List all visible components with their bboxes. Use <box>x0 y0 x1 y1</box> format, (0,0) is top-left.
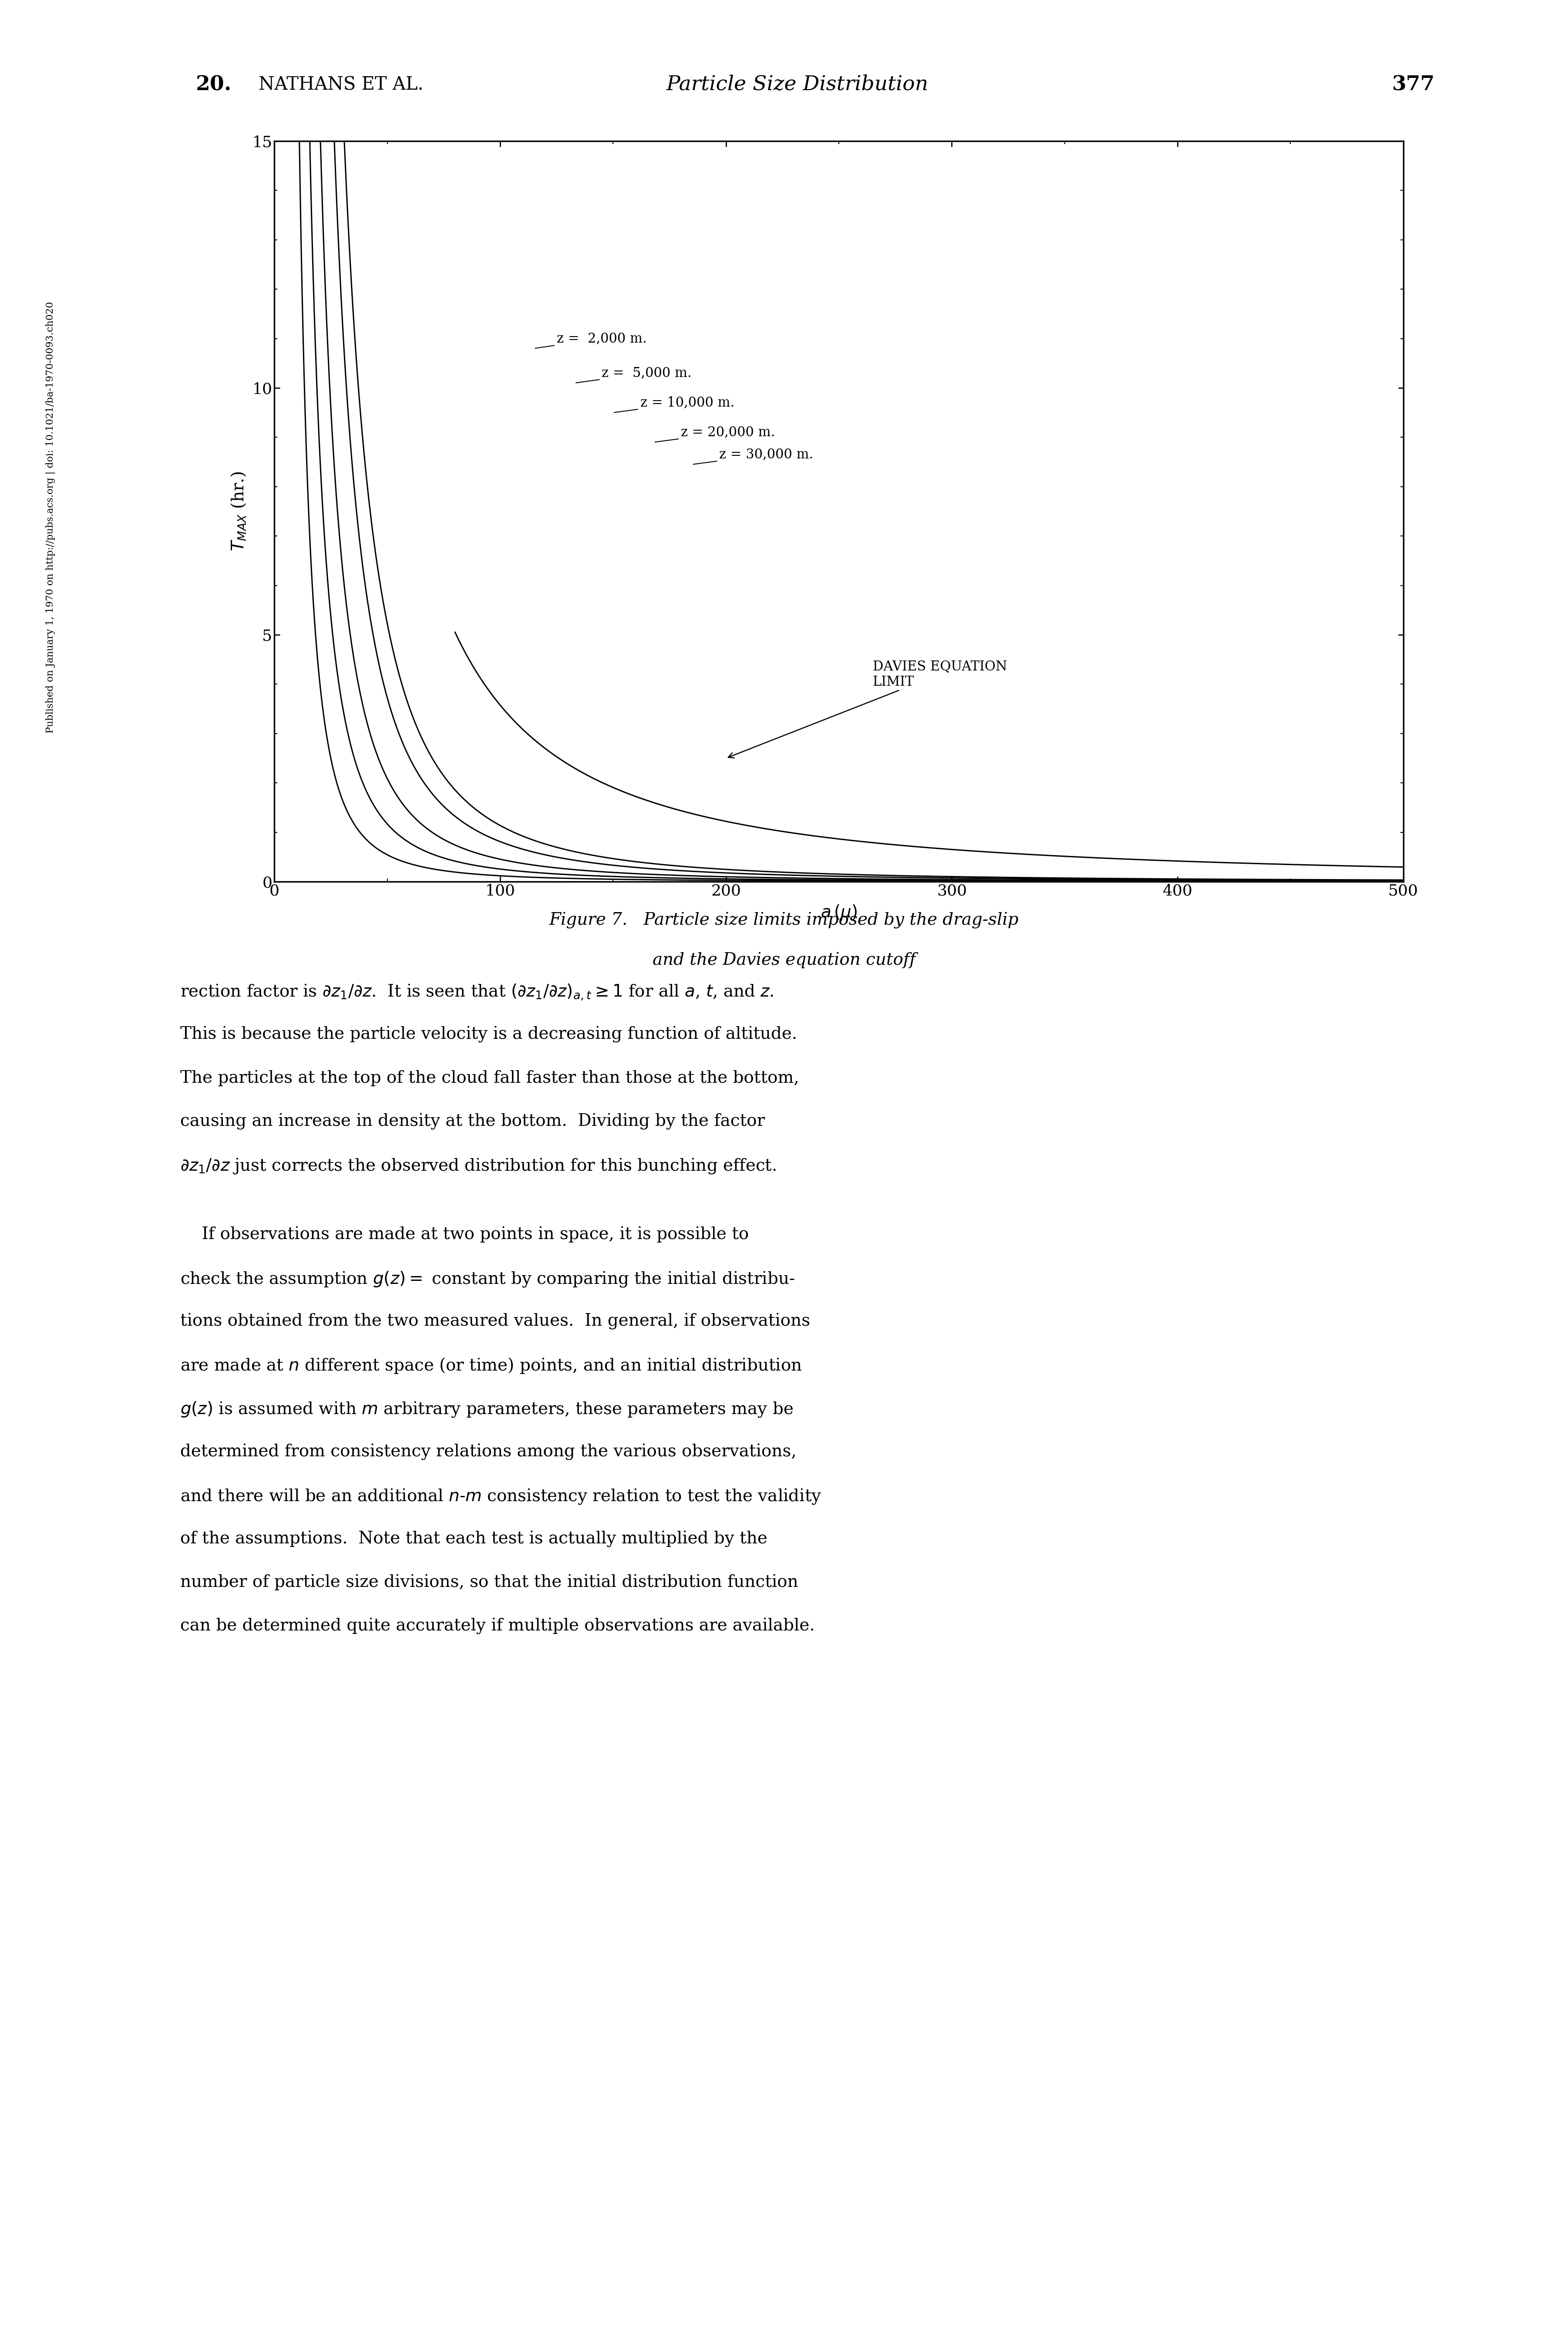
Text: $g(z)$ is assumed with $m$ arbitrary parameters, these parameters may be: $g(z)$ is assumed with $m$ arbitrary par… <box>180 1401 793 1418</box>
Text: This is because the particle velocity is a decreasing function of altitude.: This is because the particle velocity is… <box>180 1025 797 1044</box>
Text: determined from consistency relations among the various observations,: determined from consistency relations am… <box>180 1444 797 1460</box>
Text: 377: 377 <box>1392 75 1435 94</box>
Text: rection factor is $\partial z_1/\partial z$.  It is seen that $(\partial z_1/\pa: rection factor is $\partial z_1/\partial… <box>180 983 775 1002</box>
Text: DAVIES EQUATION
LIMIT: DAVIES EQUATION LIMIT <box>728 661 1007 757</box>
Text: check the assumption $g(z) =$ constant by comparing the initial distribu-: check the assumption $g(z) =$ constant b… <box>180 1270 795 1288</box>
Text: can be determined quite accurately if multiple observations are available.: can be determined quite accurately if mu… <box>180 1617 815 1634</box>
Text: z =  5,000 m.: z = 5,000 m. <box>575 367 691 383</box>
Text: Figure 7.   Particle size limits imposed by the drag-slip: Figure 7. Particle size limits imposed b… <box>549 912 1019 929</box>
Text: The particles at the top of the cloud fall faster than those at the bottom,: The particles at the top of the cloud fa… <box>180 1070 800 1086</box>
Text: of the assumptions.  Note that each test is actually multiplied by the: of the assumptions. Note that each test … <box>180 1531 767 1547</box>
Text: are made at $n$ different space (or time) points, and an initial distribution: are made at $n$ different space (or time… <box>180 1357 803 1375</box>
Text: $\partial z_1/\partial z$ just corrects the observed distribution for this bunch: $\partial z_1/\partial z$ just corrects … <box>180 1157 776 1176</box>
Text: If observations are made at two points in space, it is possible to: If observations are made at two points i… <box>180 1227 750 1244</box>
Y-axis label: $T_{MAX}$ (hr.): $T_{MAX}$ (hr.) <box>230 473 248 550</box>
Text: z =  2,000 m.: z = 2,000 m. <box>535 331 646 348</box>
Text: and there will be an additional $n$-$m$ consistency relation to test the validit: and there will be an additional $n$-$m$ … <box>180 1488 822 1505</box>
Text: Published on January 1, 1970 on http://pubs.acs.org | doi: 10.1021/ba-1970-0093.: Published on January 1, 1970 on http://p… <box>45 301 55 734</box>
Text: and the Davies equation cutoff: and the Davies equation cutoff <box>652 952 916 969</box>
X-axis label: $a\,(\mu)$: $a\,(\mu)$ <box>820 903 858 922</box>
Text: z = 10,000 m.: z = 10,000 m. <box>615 395 734 411</box>
Text: Particle Size Distribution: Particle Size Distribution <box>666 75 928 94</box>
Text: tions obtained from the two measured values.  In general, if observations: tions obtained from the two measured val… <box>180 1314 811 1331</box>
Text: z = 30,000 m.: z = 30,000 m. <box>693 447 814 463</box>
Text: z = 20,000 m.: z = 20,000 m. <box>655 426 775 442</box>
Text: NATHANS ET AL.: NATHANS ET AL. <box>259 75 423 94</box>
Text: number of particle size divisions, so that the initial distribution function: number of particle size divisions, so th… <box>180 1575 798 1592</box>
Text: 20.: 20. <box>196 75 232 94</box>
Text: causing an increase in density at the bottom.  Dividing by the factor: causing an increase in density at the bo… <box>180 1114 765 1131</box>
